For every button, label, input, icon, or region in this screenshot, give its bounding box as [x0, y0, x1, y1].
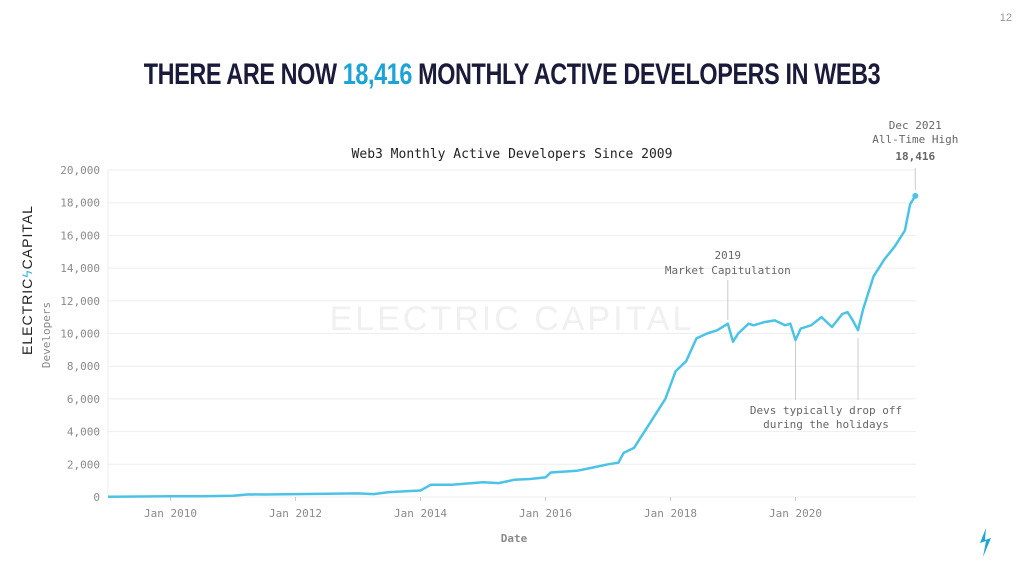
y-tick-label: 0: [93, 491, 100, 504]
y-tick-label: 16,000: [60, 229, 100, 242]
y-tick-label: 8,000: [67, 360, 100, 373]
x-tick-label: Jan 2018: [644, 507, 697, 520]
y-axis-label: Developers: [40, 302, 53, 368]
y-tick-label: 10,000: [60, 328, 100, 341]
y-tick-label: 14,000: [60, 262, 100, 275]
x-tick-label: Jan 2010: [144, 507, 197, 520]
title-before: THERE ARE NOW: [143, 58, 343, 91]
annotation-text: during the holidays: [763, 418, 889, 431]
y-tick-label: 20,000: [60, 164, 100, 177]
y-tick-label: 6,000: [67, 393, 100, 406]
annotation-value: 18,416: [895, 150, 935, 163]
annotation-text: 2019: [715, 249, 742, 262]
all-time-high-point: [912, 192, 919, 199]
y-tick-label: 18,000: [60, 197, 100, 210]
series-line: [107, 195, 917, 498]
x-tick-label: Jan 2014: [394, 507, 447, 520]
annotation-text: Devs typically drop off: [750, 404, 902, 417]
page-title: THERE ARE NOW 18,416 MONTHLY ACTIVE DEVE…: [113, 58, 912, 92]
title-after: MONTHLY ACTIVE DEVELOPERS IN WEB3: [412, 58, 881, 91]
x-tick-label: Jan 2016: [519, 507, 572, 520]
title-highlight: 18,416: [342, 58, 413, 91]
watermark: ELECTRIC CAPITAL: [330, 300, 695, 338]
page-number: 12: [999, 12, 1012, 24]
annotation-text: Market Capitulation: [665, 264, 791, 277]
x-tick-label: Jan 2012: [269, 507, 322, 520]
x-axis-label: Date: [501, 532, 528, 545]
bolt-logo-icon: [980, 528, 991, 557]
y-tick-label: 12,000: [60, 295, 100, 308]
chart-title: Web3 Monthly Active Developers Since 200…: [352, 147, 673, 162]
y-tick-label: 2,000: [67, 458, 100, 471]
annotation-text: Dec 2021: [889, 119, 942, 132]
x-tick-label: Jan 2020: [769, 507, 822, 520]
annotation-text: All-Time High: [872, 133, 958, 146]
y-tick-label: 4,000: [67, 426, 100, 439]
